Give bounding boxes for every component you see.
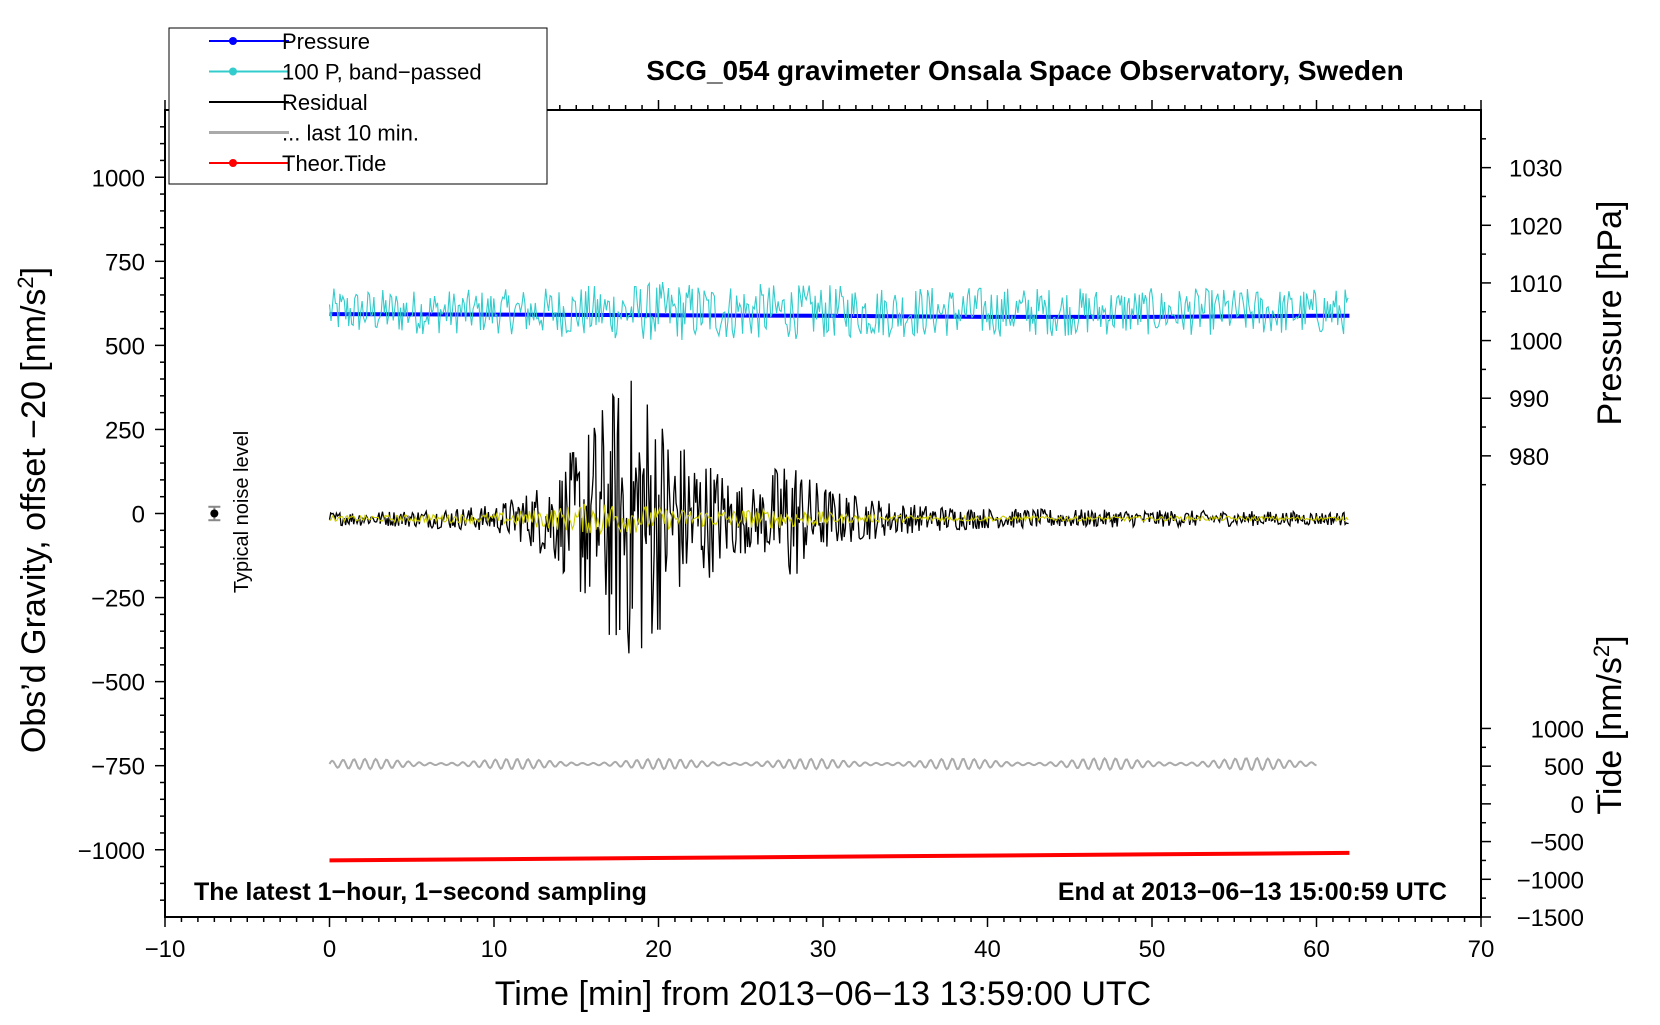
legend-label: Residual bbox=[282, 90, 368, 115]
y-left-tick-label: 250 bbox=[105, 417, 145, 444]
x-tick-label: −10 bbox=[145, 936, 186, 963]
series-line-4 bbox=[328, 756, 1317, 772]
x-tick-label: 30 bbox=[810, 936, 837, 963]
legend-label: Pressure bbox=[282, 29, 370, 54]
x-axis-label: Time [min] from 2013−06−13 13:59:00 UTC bbox=[495, 975, 1151, 1013]
legend-box bbox=[168, 27, 548, 185]
y-axis-label-tide: Tide [nm/s2] bbox=[1589, 635, 1629, 814]
y-tide-tick-label: 0 bbox=[1571, 792, 1584, 819]
y-left-tick-label: −750 bbox=[91, 754, 145, 781]
series-line-2 bbox=[328, 380, 1349, 654]
y-left-tick-label: 1000 bbox=[92, 165, 145, 192]
y-tide-tick-label: −1500 bbox=[1517, 905, 1584, 932]
x-tick-label: 50 bbox=[1139, 936, 1166, 963]
y-pressure-tick-label: 1020 bbox=[1509, 213, 1562, 240]
x-tick-label: 70 bbox=[1468, 936, 1495, 963]
y-tide-tick-label: −500 bbox=[1530, 830, 1584, 857]
x-tick-label: 60 bbox=[1303, 936, 1330, 963]
x-tick-label: 10 bbox=[481, 936, 508, 963]
legend-marker bbox=[229, 159, 237, 167]
series-line-5 bbox=[329, 850, 1350, 863]
series-line-3 bbox=[329, 503, 1349, 536]
y-left-tick-label: 750 bbox=[105, 249, 145, 276]
legend-label: 100 P, band−passed bbox=[282, 60, 482, 85]
noise-marker-point bbox=[210, 509, 219, 518]
legend-marker bbox=[229, 37, 237, 45]
legend-marker bbox=[229, 67, 237, 76]
x-tick-label: 40 bbox=[974, 936, 1001, 963]
y-pressure-tick-label: 1010 bbox=[1509, 271, 1562, 298]
y-pressure-tick-label: 980 bbox=[1509, 444, 1549, 471]
noise-level-label: Typical noise level bbox=[231, 431, 253, 593]
y-left-tick-label: −250 bbox=[91, 586, 145, 613]
y-left-tick-label: 0 bbox=[132, 502, 145, 529]
y-pressure-tick-label: 990 bbox=[1509, 386, 1549, 413]
annotation-end-time: End at 2013−06−13 15:00:59 UTC bbox=[1058, 878, 1447, 906]
chart-title: SCG_054 gravimeter Onsala Space Observat… bbox=[646, 55, 1403, 86]
series-line-0 bbox=[329, 312, 1350, 319]
y-tide-tick-label: 500 bbox=[1544, 754, 1584, 781]
y-left-tick-label: −1000 bbox=[78, 838, 145, 865]
annotation-sampling: The latest 1−hour, 1−second sampling bbox=[194, 878, 647, 906]
y-tide-tick-label: −1000 bbox=[1517, 867, 1584, 894]
y-axis-label-pressure: Pressure [hPa] bbox=[1591, 201, 1629, 426]
x-tick-label: 0 bbox=[323, 936, 336, 963]
legend-label: ... last 10 min. bbox=[282, 121, 419, 146]
y-left-tick-label: 500 bbox=[105, 333, 145, 360]
y-axis-label-left: Obs’d Gravity, offset −20 [nm/s2] bbox=[13, 267, 53, 753]
legend: Pressure 100 P, band−passed Residual ... la… bbox=[168, 27, 548, 185]
y-left-tick-label: −500 bbox=[91, 670, 145, 697]
legend-label: Theor.Tide bbox=[282, 151, 386, 176]
y-pressure-tick-label: 1000 bbox=[1509, 329, 1562, 356]
series-line-1 bbox=[328, 281, 1349, 341]
y-pressure-tick-label: 1030 bbox=[1509, 156, 1562, 183]
x-tick-label: 20 bbox=[645, 936, 672, 963]
y-tide-tick-label: 1000 bbox=[1531, 716, 1584, 743]
